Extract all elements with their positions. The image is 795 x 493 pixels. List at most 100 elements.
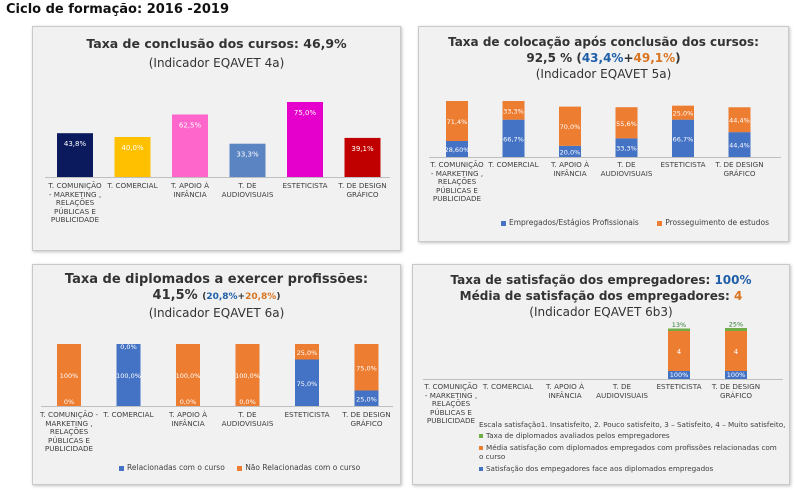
bar-segment-average [725,331,747,371]
chart-title: Taxa de diplomados a exercer profissões: [64,272,369,287]
category-label: T. COMERCIAL [107,181,158,190]
bar-segment-unrelated [295,344,319,360]
legend-swatch [237,465,243,471]
chart-subtitle: (Indicador EQAVET 6a) [148,306,285,320]
category-label: T. DE AUDIOVISUAIS [600,160,653,178]
bar-segment-employed [559,145,581,157]
category-label: T. DE DESIGN GRÁFICO [338,181,387,199]
segment-label: 100% [727,371,746,379]
legend-item-employed: Empregados/Estágios Profissionais [501,218,639,227]
category-label: T. COMERCIAL [482,382,534,391]
chart-title-block: Taxa de conclusão dos cursos: 46,9% (Ind… [33,36,400,72]
segment-label: 100,0% [235,372,260,380]
legend-swatch [501,220,506,226]
segment-label: 66,7% [503,135,524,143]
segment-label: 44,4% [729,142,750,150]
bar-segment-studies [728,107,751,133]
category-label: T. APOIO À INFÂNCIA [546,382,584,400]
bar-segment-evaluated [668,328,690,331]
bar [344,137,381,177]
category-label: T. COMERCIAL [103,410,154,419]
legend-label: Taxa de diplomados avaliados pelos empre… [486,431,670,440]
segment-label: 100,0% [116,372,141,380]
chart-title-value: 100% [714,273,752,287]
bar-segment-employed [728,132,751,157]
bar [287,102,323,177]
chart-subtitle: (Indicador EQAVET 4a) [148,56,285,70]
summary-part1: 43,4% [581,51,624,65]
summary-value: 41,5% [152,288,198,303]
bar-value-label: 39,1% [351,145,374,153]
bar-value-label: 33,3% [236,151,259,159]
legend-swatch [479,467,483,471]
satisfaction-chart-svg: 100% 4 13% 100% 4 25% [423,321,783,380]
segment-label: 0,0% [120,343,137,351]
summary-value: 92,5 % [526,51,573,65]
scale-note: Escala satisfação1. Insatisfeito, 2. Pou… [479,420,786,429]
chart-summary: 92,5 % (43,4%+49,1%) [526,51,681,65]
chart-title: Taxa de colocação após conclusão dos cur… [448,35,759,49]
bar-segment-satisfaction [725,371,747,379]
category-label: ESTETICISTA [284,410,330,419]
legend-swatch [657,220,663,226]
segment-label: 25,0% [356,395,377,403]
bar-segment-related [116,344,141,406]
summary-plus: + [237,292,246,302]
category-label: T. COMUNIÇÃO - MARKETING , RELAÇÕES PÚBL… [48,181,102,225]
chart-subtitle: (Indicador EQAVET 6b3) [529,305,673,319]
segment-label: 0,0% [239,398,256,406]
legend-item-unrelated: Não Relacionadas com o curso [237,463,360,472]
segment-label: 25,0% [297,349,318,357]
legend-swatch [119,465,124,471]
segment-label: 70,0% [560,123,581,131]
segment-label: 100% [60,372,79,380]
employment-chart-svg: 0% 100% 100,0% 0,0% 0,0% 100,0% 0,0% 100,0% 75,0… [41,343,393,407]
bar-segment-unrelated [354,344,379,391]
chart-legend: Taxa de diplomados avaliados pelos empre… [479,431,783,473]
summary-part2: 20,8% [245,292,277,302]
chart-title-value: 46,9% [303,36,347,51]
placement-chart-svg: 28,60% 71,4% 66,7% 33,3% 20,0% 70,0% 33,3% 55,6… [429,101,781,158]
chart-legend: Empregados/Estágios Profissionais Prosse… [501,218,769,227]
bar-segment-employed [446,140,468,157]
legend-swatch [479,446,483,450]
legend-label: Satisfação dos empegadores face aos dipl… [486,464,714,473]
category-label: ESTETICISTA [656,382,702,391]
category-label: ESTETICISTA [282,181,328,190]
category-label: T. DE AUDIOVISUAIS [221,181,274,199]
bar-segment-unrelated [176,344,200,406]
segment-label: 44,4% [729,117,750,125]
chart-title2-value: 4 [733,289,743,303]
category-label: T. APOIO À INFÂNCIA [171,181,209,199]
summary-part1: 20,8% [206,292,238,302]
bar-value-label: 75,0% [294,109,317,117]
segment-label: 25% [729,321,743,329]
segment-label: 55,6% [616,120,637,128]
summary-plus: + [623,51,634,65]
chart-title-block: Taxa de colocação após conclusão dos cur… [419,34,788,83]
chart-legend: Relacionadas com o curso Não Relacionada… [119,463,360,472]
chart-title-text: Taxa de satisfação dos empregadores: [450,273,715,287]
bar-segment-studies [672,105,694,120]
category-label: T. APOIO À INFÂNCIA [169,410,207,428]
legend-label: Prosseguimento de estudos [665,218,769,227]
segment-label: 100,0% [176,372,201,380]
category-label: ESTETICISTA [660,160,706,169]
chart-title-text: Taxa de conclusão dos cursos: [86,36,304,51]
category-label: T. DE DESIGN GRÁFICO [715,160,764,178]
conclusion-chart-svg: 43,8% 40,0% 62,5% 33,3% 75,0% 39,1% [45,102,390,178]
chart-title2-text: Média de satisfação dos empregadores: [459,289,734,303]
category-label: T. DE AUDIOVISUAIS [221,410,274,428]
bar-segment-employed [502,119,525,157]
legend-item-satisfaction: Satisfação dos empegadores face aos dipl… [479,464,783,473]
segment-label: 0% [64,398,74,406]
bar [172,114,208,177]
bar [57,133,93,177]
legend-item-studies: Prosseguimento de estudos [657,218,769,227]
segment-label: 66,7% [673,135,694,143]
segment-label: 71,4% [447,118,468,126]
segment-label: 100% [670,371,689,379]
chart-summary: 41,5% (20,8%+20,8%) [152,288,281,303]
bar-value-label: 62,5% [179,122,202,130]
segment-label: 0,0% [180,398,197,406]
